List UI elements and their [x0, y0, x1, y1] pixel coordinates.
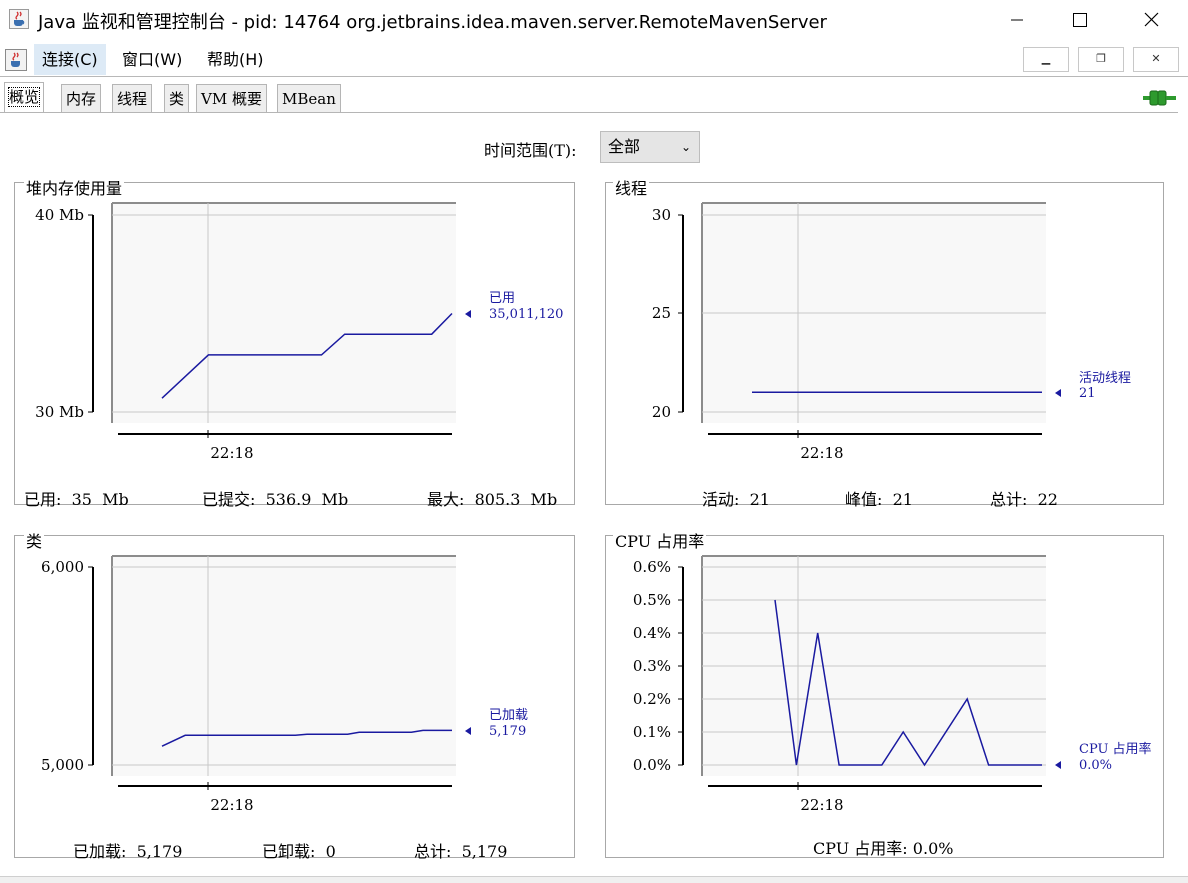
window-bottom-border	[0, 876, 1188, 883]
cpu-y-tick-label-2: 0.4%	[633, 624, 671, 642]
classes-legend-marker-0	[465, 727, 471, 735]
threads-y-tick-label-1: 25	[652, 304, 671, 322]
internal-frame-menu-button[interactable]	[5, 49, 27, 71]
connection-plug-icon[interactable]	[1142, 87, 1178, 109]
heap-y-tick-label-0: 40 Mb	[35, 206, 84, 224]
classes-stat-unloaded: 已卸载: 0	[262, 842, 336, 861]
frame-minimize-button[interactable]: ▁	[1023, 47, 1069, 72]
java-cup-icon	[11, 52, 20, 67]
tab-vm-summary[interactable]: VM 概要	[196, 84, 267, 112]
frame-close-button[interactable]: ✕	[1133, 47, 1179, 72]
cpu-legend-name-0: CPU 占用率	[1079, 741, 1152, 757]
threads-panel-title: 线程	[613, 175, 650, 199]
tab-mbean[interactable]: MBean	[277, 84, 341, 112]
tab-threads[interactable]: 线程	[112, 84, 153, 112]
menu-bar	[0, 43, 1188, 76]
heap-legend-marker-0	[465, 310, 471, 318]
close-icon: ✕	[1151, 52, 1161, 65]
classes-series-line-0	[161, 729, 452, 747]
cpu-y-tick-label-0: 0.6%	[633, 558, 671, 576]
maximize-button[interactable]	[1056, 0, 1102, 40]
threads-x-tick-label: 22:18	[800, 444, 843, 462]
heap-y-tick-label-1: 30 Mb	[35, 403, 84, 421]
menu-separator	[0, 76, 1188, 77]
close-button[interactable]	[1128, 0, 1174, 40]
cpu-y-tick-label-3: 0.3%	[633, 657, 671, 675]
window-title: Java 监视和管理控制台 - pid: 14764 org.jetbrains…	[38, 12, 827, 33]
cpu-series-line-0	[774, 599, 1042, 767]
cpu-x-tick-label: 22:18	[800, 796, 843, 814]
threads-stat-peak: 峰值: 21	[845, 490, 913, 509]
time-range-label: 时间范围(T):	[484, 141, 577, 160]
cpu-y-tick-label-4: 0.2%	[633, 690, 671, 708]
heap-stat-committed: 已提交: 536.9 Mb	[202, 490, 349, 509]
close-icon	[1144, 12, 1159, 27]
window-titlebar[interactable]: Java 监视和管理控制台 - pid: 14764 org.jetbrains…	[0, 0, 1188, 40]
heap-series-line-0	[161, 312, 453, 399]
cpu-y-tick-label-5: 0.1%	[633, 723, 671, 741]
java-cup-icon	[9, 9, 29, 29]
classes-panel	[14, 535, 575, 858]
tab-overview[interactable]: 概览	[4, 82, 45, 113]
cpu-panel-title: CPU 占用率	[613, 528, 707, 552]
classes-legend-value-0: 5,179	[489, 724, 526, 739]
classes-x-tick-label: 22:18	[210, 796, 253, 814]
frame-restore-button[interactable]: ❐	[1078, 47, 1124, 72]
heap-legend-value-0: 35,011,120	[489, 307, 563, 322]
time-range-select[interactable]: 全部 ⌄	[600, 131, 700, 163]
heap-x-tick-label: 22:18	[210, 444, 253, 462]
threads-y-tick-label-2: 20	[652, 403, 671, 421]
classes-stat-loaded: 已加载: 5,179	[73, 842, 183, 861]
threads-stat-total: 总计: 22	[990, 490, 1058, 509]
heap-panel-title: 堆内存使用量	[24, 175, 125, 199]
cpu-legend-value-0: 0.0%	[1079, 758, 1112, 773]
cpu-panel	[605, 535, 1164, 858]
chevron-down-icon: ⌄	[680, 140, 691, 154]
menu-window[interactable]: 窗口(W)	[122, 50, 183, 69]
tab-classes[interactable]: 类	[164, 84, 190, 112]
threads-legend-marker-0	[1055, 389, 1061, 397]
threads-stat-live: 活动: 21	[702, 490, 770, 509]
cpu-y-tick-label-1: 0.5%	[633, 591, 671, 609]
classes-plot-area	[112, 556, 456, 776]
tab-memory[interactable]: 内存	[61, 84, 102, 112]
threads-legend-value-0: 21	[1079, 386, 1096, 401]
heap-legend-name-0: 已用	[489, 291, 515, 306]
threads-panel	[605, 182, 1164, 505]
cpu-y-tick-label-6: 0.0%	[633, 756, 671, 774]
minimize-button[interactable]	[994, 0, 1040, 40]
classes-panel-title: 类	[24, 528, 45, 552]
classes-legend-name-0: 已加载	[489, 708, 528, 723]
restore-icon: ❐	[1096, 52, 1106, 65]
menu-help[interactable]: 帮助(H)	[207, 50, 264, 69]
threads-legend-name-0: 活动线程	[1079, 371, 1131, 386]
heap-stat-used: 已用: 35 Mb	[24, 490, 129, 509]
cpu-legend-marker-0	[1055, 761, 1061, 769]
menu-connection[interactable]: 连接(C)	[34, 44, 106, 75]
heap-plot-area	[112, 203, 456, 423]
minimize-icon: ▁	[1041, 52, 1051, 65]
classes-stat-total: 总计: 5,179	[414, 842, 508, 861]
minimize-icon	[1011, 19, 1023, 21]
time-range-value: 全部	[608, 137, 641, 156]
classes-y-tick-label-1: 5,000	[41, 756, 84, 774]
maximize-icon	[1073, 13, 1087, 27]
heap-stat-max: 最大: 805.3 Mb	[427, 490, 558, 509]
heap-memory-panel	[14, 182, 575, 505]
cpu-stat-usage: CPU 占用率: 0.0%	[813, 839, 954, 858]
threads-y-tick-label-0: 30	[652, 206, 671, 224]
classes-y-tick-label-0: 6,000	[41, 558, 84, 576]
